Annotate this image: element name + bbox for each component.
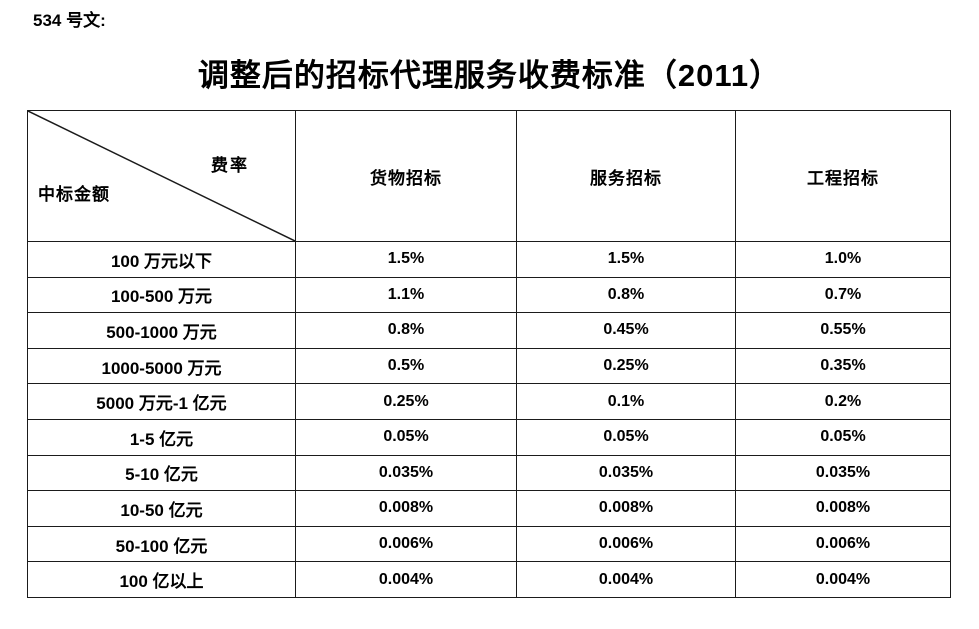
fee-value: 0.006%	[735, 525, 951, 563]
diagonal-line	[28, 111, 295, 241]
fee-value: 0.008%	[295, 490, 517, 527]
fee-value: 0.008%	[735, 490, 951, 527]
fee-value: 0.035%	[516, 454, 736, 492]
fee-value: 1.5%	[516, 241, 736, 278]
table-row: 1000-5000 万元 0.5% 0.25% 0.35%	[27, 347, 951, 385]
fee-value: 0.004%	[295, 561, 517, 598]
fee-table: 费率 中标金额 货物招标 服务招标 工程招标 100 万元以下 1.5% 1.5…	[27, 110, 951, 598]
corner-label-rate: 费率	[211, 156, 249, 175]
fee-value: 0.2%	[735, 383, 951, 420]
corner-label-bid-amount: 中标金额	[38, 185, 110, 204]
row-label: 5000 万元-1 亿元	[27, 383, 296, 420]
table-row: 5-10 亿元 0.035% 0.035% 0.035%	[27, 454, 951, 492]
column-header-goods-bidding: 货物招标	[295, 110, 517, 242]
fee-value: 0.008%	[516, 490, 736, 527]
row-label: 50-100 亿元	[27, 525, 296, 563]
fee-value: 0.25%	[295, 383, 517, 420]
row-label: 10-50 亿元	[27, 490, 296, 527]
column-header-service-bidding: 服务招标	[516, 110, 736, 242]
fee-value: 0.55%	[735, 312, 951, 349]
row-label: 1000-5000 万元	[27, 347, 296, 385]
table-row: 10-50 亿元 0.008% 0.008% 0.008%	[27, 490, 951, 527]
fee-value: 0.035%	[735, 454, 951, 492]
fee-value: 0.004%	[735, 561, 951, 598]
table-row: 100-500 万元 1.1% 0.8% 0.7%	[27, 276, 951, 314]
fee-value: 0.05%	[735, 418, 951, 456]
fee-value: 0.45%	[516, 312, 736, 349]
fee-value: 0.8%	[516, 276, 736, 314]
table-row: 100 亿以上 0.004% 0.004% 0.004%	[27, 561, 951, 598]
table-row: 1-5 亿元 0.05% 0.05% 0.05%	[27, 418, 951, 456]
fee-value: 0.35%	[735, 347, 951, 385]
fee-value: 0.006%	[295, 525, 517, 563]
table-row: 50-100 亿元 0.006% 0.006% 0.006%	[27, 525, 951, 563]
fee-value: 1.1%	[295, 276, 517, 314]
fee-value: 0.006%	[516, 525, 736, 563]
fee-value: 0.8%	[295, 312, 517, 349]
row-label: 100 亿以上	[27, 561, 296, 598]
table-row: 5000 万元-1 亿元 0.25% 0.1% 0.2%	[27, 383, 951, 420]
row-label: 100-500 万元	[27, 276, 296, 314]
fee-value: 0.05%	[516, 418, 736, 456]
fee-value: 0.5%	[295, 347, 517, 385]
doc-number-label: 534 号文:	[33, 11, 106, 30]
fee-value: 1.5%	[295, 241, 517, 278]
row-label: 500-1000 万元	[27, 312, 296, 349]
fee-value: 0.004%	[516, 561, 736, 598]
fee-value: 0.7%	[735, 276, 951, 314]
header-row: 费率 中标金额 货物招标 服务招标 工程招标	[27, 110, 951, 242]
fee-value: 0.1%	[516, 383, 736, 420]
table-row: 500-1000 万元 0.8% 0.45% 0.55%	[27, 312, 951, 349]
fee-value: 1.0%	[735, 241, 951, 278]
column-header-engineering-bidding: 工程招标	[735, 110, 951, 242]
page-title: 调整后的招标代理服务收费标准（2011）	[197, 58, 782, 93]
row-label: 1-5 亿元	[27, 418, 296, 456]
corner-cell: 费率 中标金额	[27, 110, 296, 242]
table-row: 100 万元以下 1.5% 1.5% 1.0%	[27, 241, 951, 278]
fee-value: 0.25%	[516, 347, 736, 385]
fee-value: 0.035%	[295, 454, 517, 492]
fee-value: 0.05%	[295, 418, 517, 456]
row-label: 100 万元以下	[27, 241, 296, 278]
row-label: 5-10 亿元	[27, 454, 296, 492]
